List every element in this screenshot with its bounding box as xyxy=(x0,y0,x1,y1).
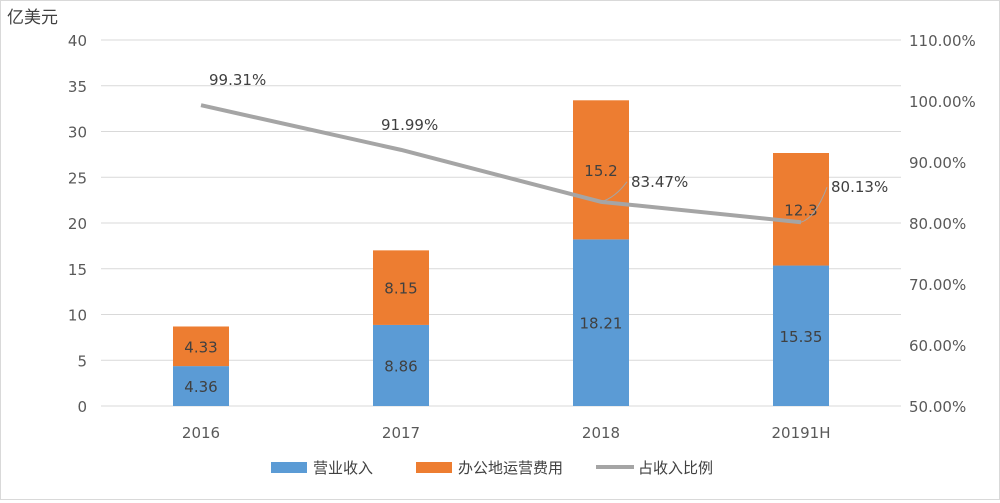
line-data-label: 91.99% xyxy=(381,116,438,134)
ratio-line-path xyxy=(200,103,802,225)
bar-data-label: 12.3 xyxy=(784,201,817,219)
bar-office-cost xyxy=(573,100,629,240)
bar-revenue xyxy=(373,324,429,406)
line-data-label: 83.47% xyxy=(631,173,688,191)
legend: 营业收入 办公地运营费用 占收入比例 xyxy=(271,459,713,477)
left-tick-label: 20 xyxy=(68,215,87,233)
bar-office-cost xyxy=(773,153,829,266)
right-tick-label: 50.00% xyxy=(909,398,966,416)
bar-data-label: 4.33 xyxy=(184,338,217,356)
x-tick-label: 20191H xyxy=(772,424,831,442)
bar-revenue xyxy=(573,239,629,406)
left-tick-label: 0 xyxy=(77,398,87,416)
legend-swatch xyxy=(271,462,307,473)
legend-label: 占收入比例 xyxy=(638,459,713,477)
right-tick-label: 80.00% xyxy=(909,215,966,233)
right-tick-label: 60.00% xyxy=(909,337,966,355)
left-tick-label: 5 xyxy=(77,352,87,370)
bar-data-label: 4.36 xyxy=(184,378,217,396)
bar-office-cost xyxy=(173,326,229,367)
left-tick-label: 10 xyxy=(68,307,87,325)
line-data-label: 80.13% xyxy=(831,178,888,196)
left-tick-label: 35 xyxy=(68,78,87,96)
x-tick-label: 2016 xyxy=(182,424,220,442)
right-tick-label: 70.00% xyxy=(909,276,966,294)
left-tick-label: 40 xyxy=(68,32,87,50)
x-tick-label: 2017 xyxy=(382,424,420,442)
bar-revenue xyxy=(773,265,829,406)
left-tick-label: 30 xyxy=(68,124,87,142)
line-data-label: 99.31% xyxy=(209,71,266,89)
ratio-line: 99.31% 91.99% 83.47% 80.13% xyxy=(200,71,888,225)
legend-label: 办公地运营费用 xyxy=(458,459,563,477)
bar-data-label: 8.86 xyxy=(384,357,417,375)
right-axis: 50.00% 60.00% 70.00% 80.00% 90.00% 100.00% 110… xyxy=(909,32,976,416)
bar-revenue xyxy=(173,366,229,406)
legend-swatch xyxy=(416,462,452,473)
bar-office-cost xyxy=(373,250,429,325)
bar-data-label: 18.21 xyxy=(580,315,623,333)
x-axis: 2016 2017 2018 20191H xyxy=(182,424,831,442)
bar-data-label: 15.35 xyxy=(780,328,823,346)
x-tick-label: 2018 xyxy=(582,424,620,442)
unit-label: 亿美元 xyxy=(7,8,58,28)
bar-data-label: 8.15 xyxy=(384,280,417,298)
leader-line xyxy=(800,187,828,223)
bars: 4.36 4.33 8.86 8.15 18.21 15.2 15.35 12.3 xyxy=(173,100,829,406)
right-tick-label: 90.00% xyxy=(909,154,966,172)
left-tick-label: 25 xyxy=(68,169,87,187)
left-axis: 0 5 10 15 20 25 30 35 40 xyxy=(68,32,87,416)
legend-label: 营业收入 xyxy=(313,459,373,477)
left-tick-label: 15 xyxy=(68,261,87,279)
leader-line xyxy=(600,181,628,203)
bar-data-label: 15.2 xyxy=(584,162,617,180)
right-tick-label: 100.00% xyxy=(909,93,976,111)
right-tick-label: 110.00% xyxy=(909,32,976,50)
